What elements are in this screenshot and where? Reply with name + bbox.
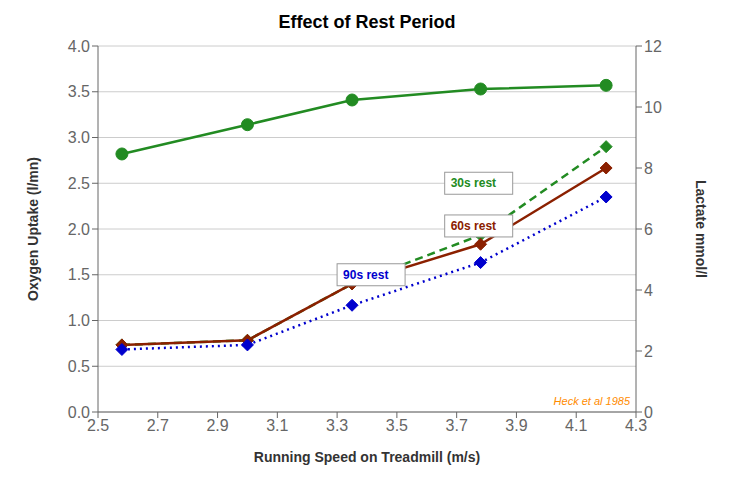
svg-text:90s rest: 90s rest: [343, 268, 388, 282]
svg-text:6: 6: [644, 221, 653, 238]
svg-text:4.3: 4.3: [624, 417, 648, 435]
svg-text:3.5: 3.5: [68, 83, 90, 100]
svg-text:0.5: 0.5: [68, 358, 90, 375]
svg-text:3.3: 3.3: [326, 417, 348, 434]
svg-text:30s rest: 30s rest: [451, 176, 496, 190]
svg-text:0: 0: [644, 404, 653, 421]
svg-text:2.5: 2.5: [68, 175, 90, 192]
svg-text:2.0: 2.0: [68, 221, 90, 238]
svg-text:8: 8: [644, 160, 653, 177]
svg-text:3.5: 3.5: [386, 417, 408, 434]
svg-text:Heck et al 1985: Heck et al 1985: [554, 395, 631, 407]
svg-text:2.9: 2.9: [206, 417, 228, 434]
svg-text:3.1: 3.1: [266, 417, 288, 434]
svg-text:10: 10: [644, 99, 662, 116]
svg-text:1.0: 1.0: [68, 312, 90, 329]
svg-text:12: 12: [644, 38, 662, 55]
svg-text:4.1: 4.1: [565, 417, 587, 434]
svg-text:60s rest: 60s rest: [451, 219, 496, 233]
svg-text:2.7: 2.7: [147, 417, 169, 434]
svg-text:4.0: 4.0: [68, 38, 90, 55]
svg-text:Lactate mmol/l: Lactate mmol/l: [693, 180, 709, 278]
svg-text:Oxygen Uptake (l/mn): Oxygen Uptake (l/mn): [25, 157, 41, 301]
svg-text:4: 4: [644, 282, 653, 299]
svg-text:3.9: 3.9: [505, 417, 527, 434]
svg-text:1.5: 1.5: [68, 266, 90, 283]
svg-text:0.0: 0.0: [68, 404, 90, 421]
svg-text:3.0: 3.0: [68, 129, 90, 146]
svg-text:Running Speed on Treadmill (m/: Running Speed on Treadmill (m/s): [254, 449, 480, 465]
html-text:Effect of Rest Period: Effect of Rest Period: [278, 12, 456, 32]
svg-text:2.5: 2.5: [87, 417, 109, 434]
svg-text:2: 2: [644, 343, 653, 360]
svg-text:3.7: 3.7: [446, 417, 468, 434]
